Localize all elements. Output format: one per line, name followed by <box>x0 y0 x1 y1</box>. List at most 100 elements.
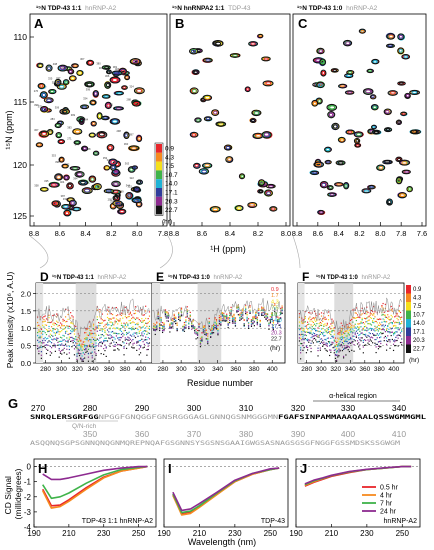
intensity-point <box>185 320 187 323</box>
intensity-point <box>367 334 369 337</box>
intensity-point <box>334 344 337 347</box>
nmr-peak-contour <box>98 132 105 137</box>
intensity-point <box>226 313 228 315</box>
nmr-peak <box>37 82 46 90</box>
intensity-point <box>129 322 131 324</box>
intensity-point <box>211 329 213 331</box>
intensity-point <box>391 310 393 312</box>
intensity-point <box>63 344 65 347</box>
intensity-point <box>113 345 115 347</box>
intensity-point <box>351 326 353 329</box>
intensity-point <box>49 341 51 343</box>
intensity-point <box>85 344 87 347</box>
nmr-peak <box>111 180 121 188</box>
intensity-x-tick-label: 340 <box>345 366 356 373</box>
intensity-point <box>391 323 393 325</box>
intensity-point <box>226 317 228 319</box>
intensity-point <box>95 339 97 341</box>
nmr-peak-contour <box>41 92 46 98</box>
nmr-peak-outline <box>320 69 327 77</box>
panel-f-legend-label: 20.3 <box>413 338 425 344</box>
intensity-point <box>115 321 118 323</box>
intensity-point <box>138 340 140 342</box>
intensity-point <box>340 344 342 346</box>
nmr-peak <box>215 121 227 127</box>
intensity-point <box>255 314 257 316</box>
intensity-point <box>370 317 373 319</box>
intensity-point <box>312 338 314 340</box>
intensity-point <box>58 356 60 358</box>
intensity-point <box>96 325 98 327</box>
nmr-peak <box>54 122 62 129</box>
intensity-point <box>86 334 88 336</box>
intensity-point <box>333 352 335 354</box>
nmr-peak-outline <box>55 131 63 139</box>
intensity-point <box>186 310 188 312</box>
intensity-point <box>67 341 69 343</box>
intensity-point <box>377 334 380 336</box>
intensity-point <box>76 343 78 345</box>
intensity-point <box>178 318 180 320</box>
intensity-point <box>173 313 175 315</box>
nmr-peak: 348 <box>86 147 100 156</box>
nmr-peak-contour <box>212 207 219 212</box>
intensity-point <box>266 320 269 322</box>
cd-x-tick-label: 250 <box>396 529 410 538</box>
nmr-peak-contour <box>37 143 42 147</box>
intensity-point <box>106 316 109 319</box>
nmr-peak-label: 397 <box>129 133 134 137</box>
intensity-point <box>341 342 344 344</box>
intensity-point <box>77 352 79 354</box>
intensity-point <box>119 329 121 331</box>
nmr-peak <box>103 165 111 171</box>
nmr-peak <box>96 112 103 120</box>
intensity-point <box>145 327 147 329</box>
intensity-point <box>396 335 398 337</box>
intensity-point <box>173 321 175 323</box>
intensity-point <box>359 323 361 325</box>
nmr-x-tick-label: 8.2 <box>106 229 116 238</box>
nmr-peak: 318 <box>39 62 53 72</box>
nmr-peak-contour <box>232 54 238 57</box>
nmr-peak-contour <box>116 92 123 95</box>
nmr-peak-contour <box>405 93 410 98</box>
nmr-peak-outline <box>358 28 366 34</box>
panel-letter: H <box>38 461 47 476</box>
nmr-peak-contour <box>205 58 211 62</box>
nmr-peak-contour <box>88 61 93 65</box>
intensity-point <box>100 341 102 343</box>
intensity-point <box>361 337 363 339</box>
intensity-point <box>344 345 346 347</box>
intensity-point <box>384 324 387 326</box>
intensity-point <box>94 351 96 353</box>
intensity-point <box>224 319 226 321</box>
intensity-point <box>66 325 68 327</box>
intensity-point <box>249 305 251 307</box>
panel-e-legend-label: 7.5 <box>271 306 279 312</box>
intensity-point <box>119 344 121 346</box>
intensity-point <box>256 316 258 318</box>
intensity-point <box>380 336 382 338</box>
intensity-point <box>146 333 148 336</box>
cd-series-line <box>304 465 412 485</box>
intensity-point <box>352 341 354 343</box>
intensity-point <box>145 305 147 307</box>
intensity-point <box>72 339 74 342</box>
region-shading <box>75 283 97 363</box>
intensity-point <box>356 326 359 328</box>
intensity-point <box>243 319 245 321</box>
intensity-point <box>399 318 402 320</box>
nmr-peak <box>249 117 257 123</box>
intensity-point <box>253 325 255 327</box>
intensity-point <box>114 328 116 330</box>
intensity-point <box>258 309 260 311</box>
intensity-point <box>311 336 313 338</box>
intensity-point <box>119 336 121 339</box>
intensity-point <box>363 334 366 336</box>
nmr-peak-outline <box>106 144 115 152</box>
intensity-point <box>245 306 247 308</box>
intensity-point <box>43 319 45 321</box>
nmr-peak <box>404 92 411 99</box>
intensity-point <box>103 353 105 355</box>
intensity-point <box>394 345 396 347</box>
